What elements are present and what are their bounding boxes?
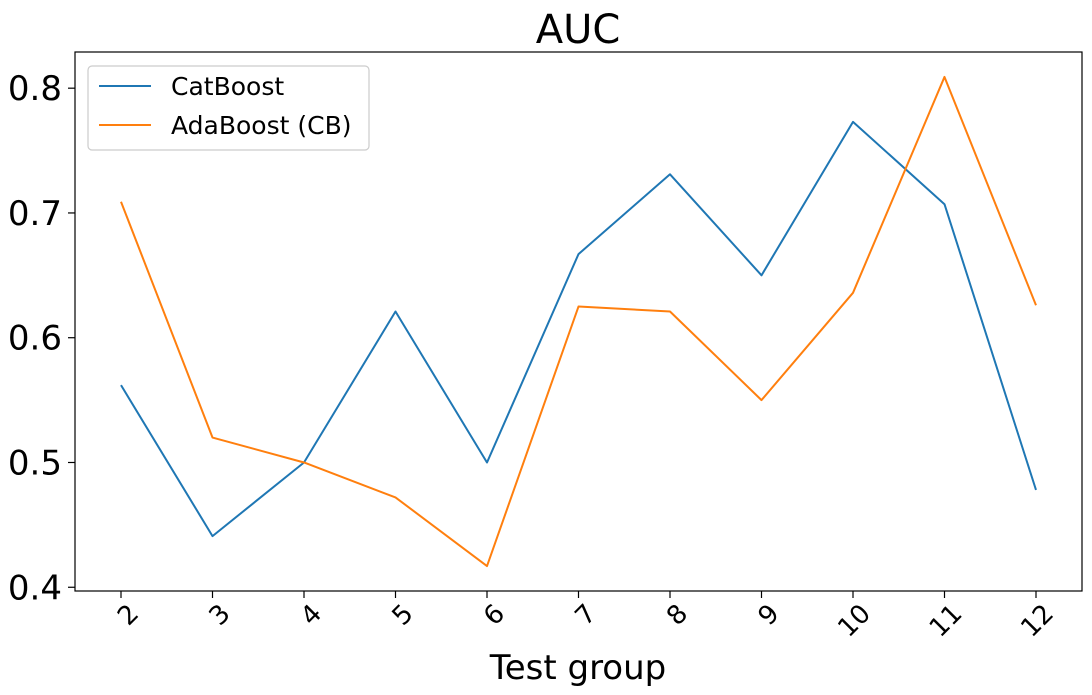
series-line-catboost [120, 120, 1037, 538]
x-axis-label: Test group [489, 648, 667, 688]
legend: CatBoost AdaBoost (CB) [87, 65, 370, 151]
y-tick-label: 0.4 [8, 568, 62, 608]
y-tick-label: 0.7 [8, 194, 62, 234]
legend-label: AdaBoost (CB) [171, 111, 351, 140]
y-axis: 0.4 0.5 0.6 0.7 0.8 [8, 69, 75, 608]
series-layer [120, 75, 1037, 568]
legend-box [87, 65, 370, 151]
chart-title: AUC [536, 7, 621, 53]
legend-label: CatBoost [171, 72, 284, 101]
y-tick-label: 0.8 [8, 69, 62, 109]
series-line-adaboost-cb [120, 75, 1037, 568]
y-tick-label: 0.6 [8, 319, 62, 359]
y-tick-label: 0.5 [8, 443, 62, 483]
